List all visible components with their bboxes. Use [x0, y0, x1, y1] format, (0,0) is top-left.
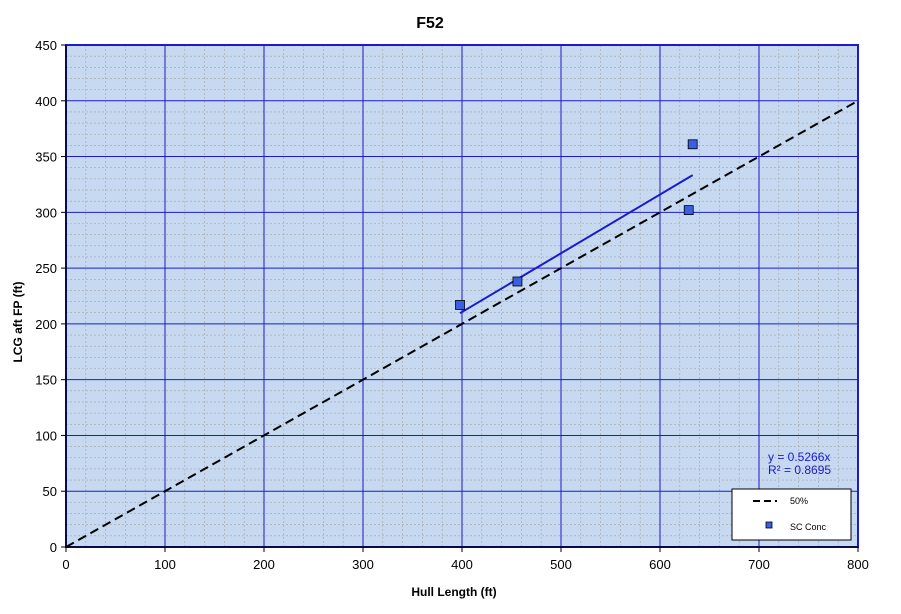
legend-box: [731, 488, 852, 541]
x-tick-label: 200: [253, 557, 275, 572]
legend-label-sc-conc: SC Conc: [790, 522, 827, 532]
data-point-sc-conc: [455, 300, 465, 310]
x-tick-label: 700: [748, 557, 770, 572]
trendline-r-squared: R² = 0.8695: [768, 463, 831, 477]
trendline-equation: y = 0.5266x: [768, 450, 830, 464]
major-grid: [65, 44, 859, 548]
x-tick-label: 600: [649, 557, 671, 572]
data-point-sc-conc: [512, 276, 523, 287]
legend-label-50pct: 50%: [790, 496, 808, 506]
y-tick-label: 450: [35, 38, 57, 53]
y-tick-label: 350: [35, 150, 57, 165]
x-tick-label: 400: [451, 557, 473, 572]
y-tick-label: 300: [35, 205, 57, 220]
legend-marker-sc-conc: [765, 521, 773, 529]
y-tick-label: 100: [35, 428, 57, 443]
y-axis-label: LCG aft FP (ft): [11, 281, 25, 362]
series-layer: [65, 99, 859, 548]
x-tick-label: 800: [847, 557, 869, 572]
y-tick-label: 200: [35, 317, 57, 332]
data-point-sc-conc: [683, 205, 694, 216]
y-tick-label: 50: [43, 484, 57, 499]
x-axis-label: Hull Length (ft): [411, 585, 496, 599]
x-tick-label: 300: [352, 557, 374, 572]
trendline: [459, 174, 694, 315]
y-tick-label: 0: [50, 540, 57, 555]
y-tick-label: 150: [35, 373, 57, 388]
x-tick-label: 0: [62, 557, 69, 572]
y-tick-label: 400: [35, 94, 57, 109]
y-tick-label: 250: [35, 261, 57, 276]
x-tick-label: 500: [550, 557, 572, 572]
series-line-50pct: [65, 99, 859, 548]
x-tick-label: 100: [154, 557, 176, 572]
chart-title: F52: [416, 15, 444, 32]
data-point-sc-conc: [687, 139, 698, 150]
legend: 50% SC Conc: [731, 488, 852, 541]
y-axis: 0 50 100 150 200 250 300 350 400 450: [35, 38, 67, 555]
x-axis: 0 100 200 300 400 500 600 700 800: [62, 546, 869, 572]
